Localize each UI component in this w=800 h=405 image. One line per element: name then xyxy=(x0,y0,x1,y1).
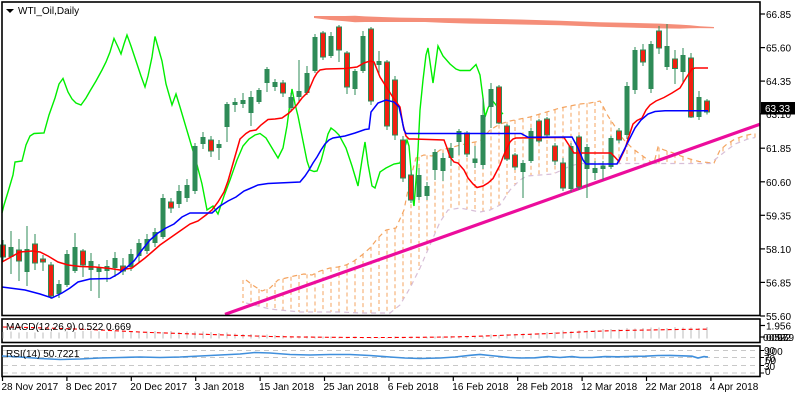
svg-text:3 Jan 2018: 3 Jan 2018 xyxy=(195,382,245,393)
svg-text:56.85: 56.85 xyxy=(766,278,791,289)
svg-text:90: 90 xyxy=(764,346,776,357)
svg-text:61.85: 61.85 xyxy=(766,144,791,155)
svg-text:22 Mar 2018: 22 Mar 2018 xyxy=(646,382,703,393)
svg-text:100: 100 xyxy=(766,347,783,358)
svg-text:50: 50 xyxy=(765,356,777,367)
svg-text:15 Jan 2018: 15 Jan 2018 xyxy=(259,382,314,393)
svg-text:30: 30 xyxy=(764,362,776,373)
svg-text:55.60: 55.60 xyxy=(766,312,791,323)
svg-text:66.85: 66.85 xyxy=(766,10,791,21)
svg-text:70: 70 xyxy=(764,354,776,365)
svg-text:MACD(12,26,9) 0.522 0.669: MACD(12,26,9) 0.522 0.669 xyxy=(6,322,132,333)
svg-text:4 Apr 2018: 4 Apr 2018 xyxy=(710,382,759,393)
svg-text:64.35: 64.35 xyxy=(766,77,791,88)
svg-text:59.35: 59.35 xyxy=(766,211,791,222)
svg-text:0.669: 0.669 xyxy=(769,333,794,344)
svg-text:0: 0 xyxy=(765,367,771,378)
svg-text:58.10: 58.10 xyxy=(766,245,791,256)
svg-text:65.60: 65.60 xyxy=(766,44,791,55)
svg-text:28 Feb 2018: 28 Feb 2018 xyxy=(517,382,574,393)
svg-text:8 Dec 2017: 8 Dec 2017 xyxy=(66,382,118,393)
svg-text:63.10: 63.10 xyxy=(766,110,791,121)
svg-text:0.097: 0.097 xyxy=(763,333,788,344)
svg-text:12 Mar 2018: 12 Mar 2018 xyxy=(581,382,638,393)
svg-text:20 Dec 2017: 20 Dec 2017 xyxy=(130,382,187,393)
svg-text:0.522: 0.522 xyxy=(766,333,791,344)
svg-text:16 Feb 2018: 16 Feb 2018 xyxy=(452,382,509,393)
svg-text:63.33: 63.33 xyxy=(765,104,790,115)
svg-text:60.60: 60.60 xyxy=(766,178,791,189)
svg-text:RSI(14) 50.7221: RSI(14) 50.7221 xyxy=(6,349,80,360)
svg-text:28 Nov 2017: 28 Nov 2017 xyxy=(2,382,59,393)
svg-text:1.956: 1.956 xyxy=(766,322,791,333)
svg-text:6 Feb 2018: 6 Feb 2018 xyxy=(388,382,439,393)
svg-text:WTI_Oil,Daily: WTI_Oil,Daily xyxy=(18,6,79,17)
svg-text:25 Jan 2018: 25 Jan 2018 xyxy=(324,382,379,393)
